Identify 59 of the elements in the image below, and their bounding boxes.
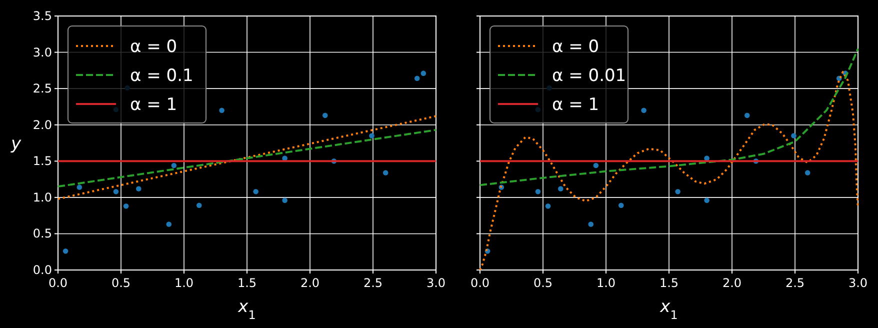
y-tick-label: 0.0 xyxy=(32,263,52,277)
x-tick-label: 3.0 xyxy=(848,276,868,290)
legend-label: α = 0.01 xyxy=(552,66,626,86)
point xyxy=(196,202,202,208)
point xyxy=(166,222,172,227)
point xyxy=(618,202,624,208)
point xyxy=(744,112,750,118)
x-tick-label: 1.5 xyxy=(237,276,257,290)
y-axis-title: y xyxy=(10,134,22,154)
x-tick-label: 1.5 xyxy=(659,276,679,290)
point xyxy=(420,70,426,76)
x-tick-label: 2.5 xyxy=(363,276,383,290)
point xyxy=(588,222,594,227)
x-tick-label: 1.0 xyxy=(174,276,194,290)
y-tick-label: 2.5 xyxy=(32,82,52,96)
point xyxy=(253,188,258,194)
legend-label: α = 0 xyxy=(130,37,178,57)
y-tick-label: 1.0 xyxy=(32,190,52,204)
point xyxy=(369,133,374,138)
y-tick-label: 2.0 xyxy=(32,118,52,132)
point xyxy=(76,184,82,190)
point xyxy=(322,112,328,118)
y-tick-label: 1.5 xyxy=(32,154,52,168)
point xyxy=(219,108,224,113)
x-tick-label: 2.5 xyxy=(785,276,805,290)
x-tick-label: 0.0 xyxy=(470,276,490,290)
y-tick-label: 0.5 xyxy=(32,226,52,241)
point xyxy=(382,170,388,176)
legend-label: α = 1 xyxy=(552,95,600,115)
x-tick-label: 0.5 xyxy=(533,276,553,290)
y-tick-label: 3.0 xyxy=(32,45,52,60)
point xyxy=(414,76,420,82)
x-tick-label: 2.0 xyxy=(300,276,320,290)
point xyxy=(62,248,68,254)
legend-label: α = 1 xyxy=(130,95,178,115)
point xyxy=(704,198,710,203)
point xyxy=(641,108,646,113)
x-tick-label: 0.5 xyxy=(111,276,131,290)
point xyxy=(535,188,541,194)
legend-label: α = 0.1 xyxy=(130,66,194,86)
x-tick-label: 3.0 xyxy=(426,276,446,290)
point xyxy=(675,188,680,194)
x-tick-label: 2.0 xyxy=(722,276,742,290)
point xyxy=(545,203,551,209)
point xyxy=(282,198,288,203)
point xyxy=(113,188,119,194)
x-tick-label: 0.0 xyxy=(48,276,68,290)
point xyxy=(136,186,142,192)
x-axis-title: x$_{1}$ xyxy=(659,297,678,322)
point xyxy=(558,186,564,192)
x-tick-label: 1.0 xyxy=(596,276,616,290)
point xyxy=(804,170,810,176)
point xyxy=(123,203,129,209)
y-tick-label: 3.5 xyxy=(32,9,52,23)
x-axis-title: x$_{1}$ xyxy=(237,297,256,322)
point xyxy=(593,162,599,168)
point xyxy=(171,162,177,168)
point xyxy=(791,133,796,138)
legend-label: α = 0 xyxy=(552,37,600,57)
